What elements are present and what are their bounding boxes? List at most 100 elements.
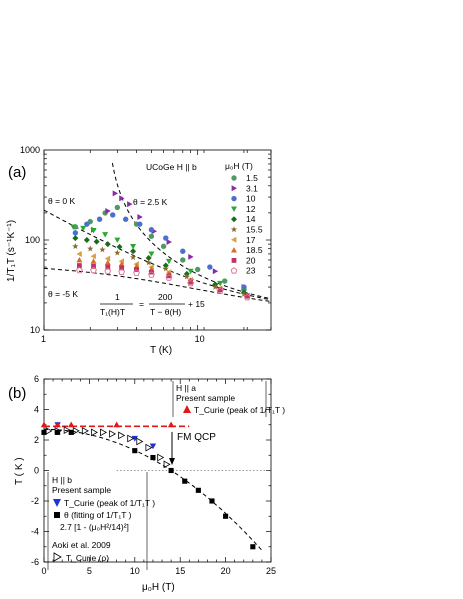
panel-a-ylabel: 1/T₁T (s⁻¹K⁻¹) xyxy=(6,220,17,282)
legend-hb-entry1: T_Curie (peak of 1/T₁T ) xyxy=(64,498,155,508)
b-point-2 xyxy=(145,443,153,452)
b-point-1 xyxy=(132,448,138,454)
legend-hb-subtitle: Present sample xyxy=(52,485,111,495)
b-ytick-label: -4 xyxy=(31,527,39,537)
annot-theta0: θ = 0 K xyxy=(48,196,76,206)
b-point-3 xyxy=(54,421,61,428)
legend-ha-title: H || a xyxy=(176,383,196,393)
a-xtick-label: 10 xyxy=(195,334,205,344)
a-point-15.5 xyxy=(240,290,248,297)
a-point-12 xyxy=(102,232,109,238)
a-point-20 xyxy=(119,265,125,271)
a-point-10 xyxy=(241,284,247,290)
a-point-1.5 xyxy=(148,233,155,239)
legend-label-23: 23 xyxy=(246,266,256,276)
a-point-15.5 xyxy=(162,265,169,272)
a-point-3.1 xyxy=(212,268,219,275)
a-point-15.5 xyxy=(129,254,137,261)
legend-label-1.5: 1.5 xyxy=(246,173,258,183)
a-point-12 xyxy=(114,237,121,243)
formula-num1: 1 xyxy=(115,292,120,302)
b-xtick-label: 10 xyxy=(130,566,140,576)
a-point-23 xyxy=(216,287,224,295)
legend-a-title: μ₀H (T) xyxy=(225,161,253,171)
a-point-10 xyxy=(148,227,155,233)
a-point-10 xyxy=(180,248,186,254)
a-point-10 xyxy=(207,264,213,270)
legend-marker-20 xyxy=(231,258,237,263)
a-ytick-label: 100 xyxy=(25,235,40,245)
b-point-2 xyxy=(100,428,108,437)
a-point-1.5 xyxy=(194,266,201,273)
formula-num2: 200 xyxy=(158,292,172,302)
a-point-14 xyxy=(83,237,90,243)
panel-a-title: UCoGe H || b xyxy=(146,162,197,172)
legend-marker-1.5 xyxy=(231,175,237,181)
legend-hb-entry4: T_Curie (ρ) xyxy=(66,553,109,563)
a-point-3.1 xyxy=(127,201,133,208)
a-point-20 xyxy=(91,263,96,269)
a-point-17 xyxy=(76,250,82,257)
b-point-0 xyxy=(131,435,138,442)
b-point-2 xyxy=(54,426,62,435)
a-point-3.1 xyxy=(119,195,125,202)
b-point-1 xyxy=(168,467,174,474)
legend-label-15.5: 15.5 xyxy=(246,225,263,235)
a-point-1.5 xyxy=(114,204,121,211)
a-point-10 xyxy=(137,221,143,227)
b-point-1 xyxy=(209,498,215,504)
a-point-12 xyxy=(148,251,155,257)
legend-label-18.5: 18.5 xyxy=(246,245,263,255)
legend-marker-12 xyxy=(231,206,237,212)
a-point-15.5 xyxy=(183,273,190,280)
b-point-2 xyxy=(136,437,144,446)
a-point-20 xyxy=(77,263,82,268)
legend-marker-14 xyxy=(231,216,237,223)
b-point-2 xyxy=(90,428,98,437)
a-ytick-label: 10 xyxy=(30,325,40,335)
a-point-10 xyxy=(96,216,103,222)
legend-hb-group2: Aoki et al. 2009 xyxy=(52,540,111,550)
a-point-12 xyxy=(90,227,97,234)
panel-a-frame xyxy=(43,149,272,331)
a-point-1.5 xyxy=(160,243,167,250)
b-point-3 xyxy=(68,421,75,428)
b-point-1 xyxy=(195,487,201,493)
a-point-17 xyxy=(118,258,125,265)
b-point-1 xyxy=(41,429,47,435)
a-point-14 xyxy=(130,248,137,255)
fit-curve-0 xyxy=(43,209,272,301)
formula: 1 T₁(H)T = 200 T − θ(H) + 15 xyxy=(100,292,205,317)
a-point-18.5 xyxy=(76,256,83,263)
a-point-12 xyxy=(80,225,87,232)
a-point-14 xyxy=(116,243,123,250)
b-ytick-label: -2 xyxy=(31,496,39,506)
annot-thetam5: θ = -5 K xyxy=(48,289,78,299)
a-point-23 xyxy=(90,266,97,274)
a-point-23 xyxy=(165,274,173,281)
a-point-23 xyxy=(118,268,126,275)
legend-marker-18.5 xyxy=(231,247,237,253)
fm-qcp-arrow-head xyxy=(169,458,175,465)
a-point-3.1 xyxy=(105,208,111,215)
a-point-20 xyxy=(188,279,194,285)
a-point-3.1 xyxy=(188,253,194,260)
panel-b-ylabel: T ( K ) xyxy=(14,457,25,485)
legend-marker-15.5 xyxy=(230,226,238,233)
a-point-12 xyxy=(217,280,224,287)
panel-a-xlabel: T (K) xyxy=(150,345,172,356)
b-point-2 xyxy=(163,460,171,469)
legend-marker-10 xyxy=(231,195,237,202)
b-point-2 xyxy=(63,426,71,434)
a-point-15.5 xyxy=(87,245,94,252)
a-point-10 xyxy=(122,216,129,222)
b-point-2 xyxy=(81,426,89,435)
a-point-18.5 xyxy=(118,261,125,267)
a-point-12 xyxy=(70,224,77,230)
a-point-18.5 xyxy=(104,259,111,266)
legend-marker-17 xyxy=(231,236,237,243)
legend-hb: H || b Present sample T_Curie (peak of 1… xyxy=(47,472,155,570)
a-point-17 xyxy=(104,255,111,262)
formula-den1: T₁(H)T xyxy=(100,307,125,317)
